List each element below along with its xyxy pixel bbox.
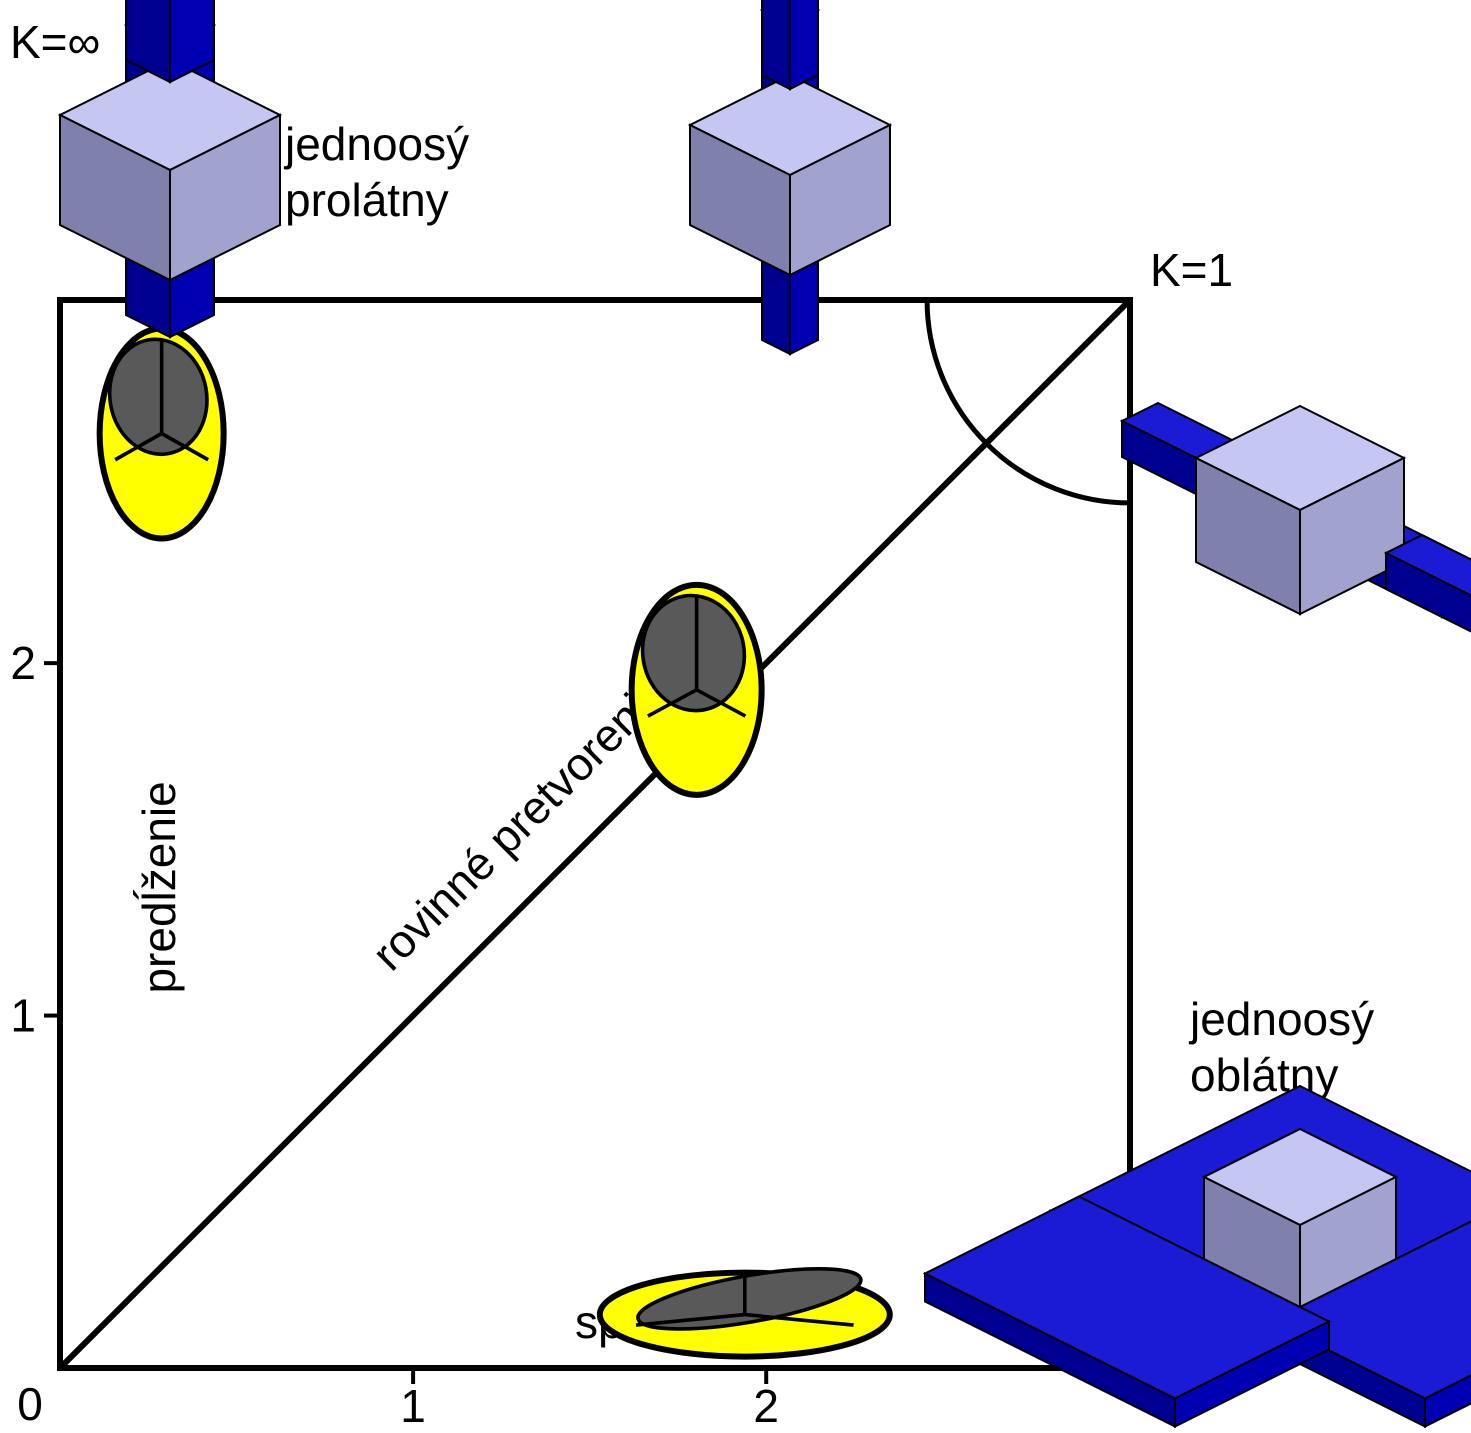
y-tick-label: 1 xyxy=(10,990,36,1042)
glyph-plane-strain xyxy=(1122,403,1471,697)
oblate-label-1: jednoosý xyxy=(1188,993,1374,1045)
ellipse-plane xyxy=(632,585,762,795)
k-infinity-label: K=∞ xyxy=(10,16,100,68)
ellipse-prolate xyxy=(100,329,224,539)
ellipse-oblate xyxy=(600,1256,890,1356)
glyph-oblate xyxy=(925,1086,1471,1427)
elongation-label: predĺženie xyxy=(133,781,185,993)
plane-strain-label: rovinné pretvorenie xyxy=(362,665,677,980)
x-tick-label: 1 xyxy=(400,1380,426,1432)
origin-label: 0 xyxy=(17,1378,43,1430)
flinn-diagram: 12120K=∞K=1K=0jednoosýprolátnyjednoosýob… xyxy=(0,0,1471,1433)
prolate-label-1: jednoosý xyxy=(283,118,469,170)
prolate-label-2: prolátny xyxy=(285,174,449,226)
y-tick-label: 2 xyxy=(10,637,36,689)
x-tick-label: 2 xyxy=(753,1380,779,1432)
k-one-label: K=1 xyxy=(1150,244,1233,296)
